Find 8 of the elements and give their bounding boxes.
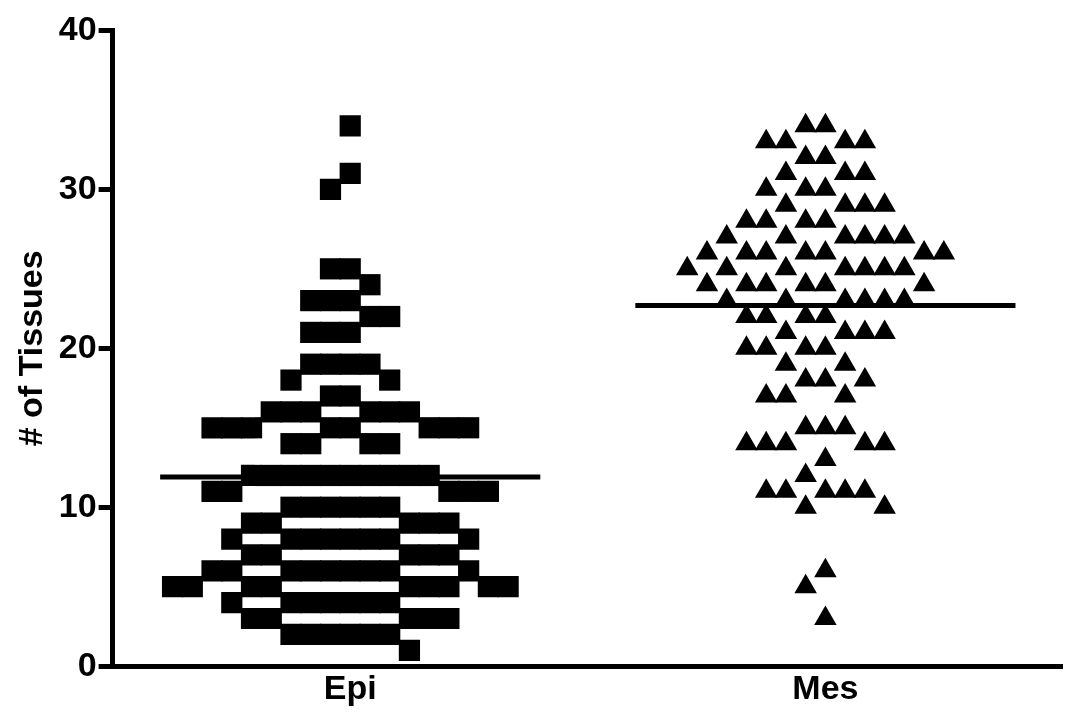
y-tick-label: 10 <box>58 485 97 524</box>
y-axis-title: # of Tissues <box>10 250 49 447</box>
x-tick-label: Mes <box>792 667 859 706</box>
x-tick-label: Epi <box>323 667 377 706</box>
y-tick-label: 20 <box>58 326 97 365</box>
y-tick-label: 30 <box>58 167 97 206</box>
y-tick-label: 40 <box>58 8 97 47</box>
y-tick-label: 0 <box>77 644 97 683</box>
